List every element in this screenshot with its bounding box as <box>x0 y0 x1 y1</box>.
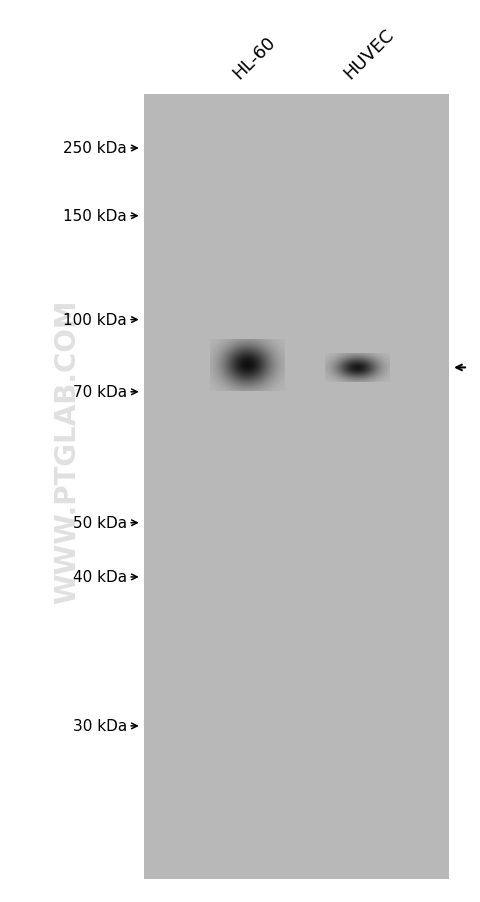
Text: HUVEC: HUVEC <box>340 26 397 83</box>
Text: 70 kDa: 70 kDa <box>73 385 127 400</box>
Text: 40 kDa: 40 kDa <box>73 570 127 584</box>
Text: 100 kDa: 100 kDa <box>63 313 127 327</box>
Text: 50 kDa: 50 kDa <box>73 516 127 530</box>
Text: 250 kDa: 250 kDa <box>63 142 127 156</box>
Text: 30 kDa: 30 kDa <box>73 719 127 733</box>
Text: HL-60: HL-60 <box>229 33 279 83</box>
Text: WWW.PTGLAB.COM: WWW.PTGLAB.COM <box>53 299 81 603</box>
Text: 150 kDa: 150 kDa <box>63 209 127 224</box>
